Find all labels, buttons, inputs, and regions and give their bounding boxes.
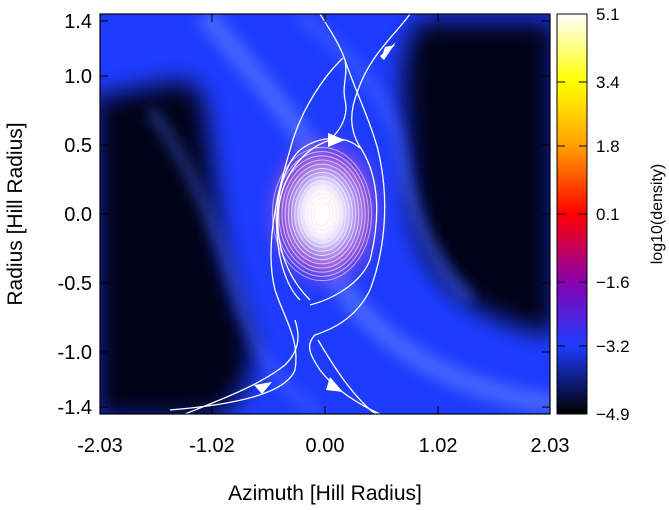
streamline-arrows — [254, 42, 396, 394]
colorbar: 5.1 3.4 1.8 0.1 −1.6 −3.2 −4.9 log10(density) — [556, 5, 666, 424]
x-tick-label: -2.03 — [77, 435, 123, 457]
colorbar-tick-label: −1.6 — [596, 273, 630, 292]
low-density-region-left — [100, 82, 253, 414]
density-contour-ring — [275, 151, 369, 277]
density-contour-ring — [303, 188, 341, 240]
density-contour-ring — [313, 201, 331, 227]
density-contour-ring — [297, 180, 347, 248]
x-axis-title: Azimuth [Hill Radius] — [228, 482, 422, 505]
arrow-lower-right — [326, 377, 343, 392]
streamline-separatrix-right — [308, 59, 386, 414]
x-axis: -2.03 -1.02 0.00 1.02 2.03 — [77, 14, 569, 457]
density-contour-ring — [307, 193, 337, 235]
y-tick-label: -1.0 — [58, 342, 92, 364]
streamline-lower-left — [184, 319, 299, 414]
colorbar-ticks: 5.1 3.4 1.8 0.1 −1.6 −3.2 −4.9 — [557, 5, 630, 424]
colorbar-tick-label: −4.9 — [596, 405, 630, 424]
colorbar-title: log10(density) — [649, 164, 666, 265]
density-heatmap — [100, 14, 550, 414]
density-contour-ring — [294, 176, 350, 252]
colorbar-tick-label: 5.1 — [596, 5, 620, 24]
y-tick-label: 1.4 — [64, 11, 92, 33]
density-contour-ring — [278, 155, 366, 273]
streamline-separatrix-left — [169, 57, 344, 411]
y-axis: 1.4 1.0 0.5 0.0 -0.5 -1.0 -1.4 — [58, 11, 550, 419]
arrow-horseshoe — [328, 133, 345, 147]
density-contour-ring — [284, 163, 360, 265]
colorbar-tick-label: 3.4 — [596, 73, 620, 92]
arrow-lower-left — [254, 382, 272, 394]
streamline-lower-right — [317, 339, 379, 414]
spiral-wake-lower-outer — [144, 105, 324, 414]
y-tick-label: 1.0 — [64, 66, 92, 88]
y-tick-label: -1.4 — [58, 397, 92, 419]
y-tick-label: 0.5 — [64, 135, 92, 157]
colorbar-tick-label: −3.2 — [596, 337, 630, 356]
y-axis-title: Radius [Hill Radius] — [4, 122, 27, 305]
density-contour-ring — [287, 167, 357, 261]
x-tick-label: 0.00 — [306, 435, 345, 457]
density-contours — [271, 146, 373, 282]
density-contour-ring — [281, 159, 363, 269]
density-contour-ring — [310, 197, 334, 231]
spiral-wake-upper-outer — [295, 14, 475, 305]
colorbar-tick-label: 1.8 — [596, 137, 620, 156]
arrow-upper-right-head — [380, 42, 396, 60]
density-contour-ring — [271, 146, 373, 282]
density-contour-ring — [300, 184, 344, 244]
streamline-upper-right — [309, 14, 411, 306]
colorbar-tick-label: 0.1 — [596, 205, 620, 224]
density-contour-ring — [291, 172, 353, 256]
y-tick-label: -0.5 — [58, 273, 92, 295]
x-tick-label: -1.02 — [189, 435, 235, 457]
x-tick-label: 1.02 — [419, 435, 458, 457]
y-tick-label: 0.0 — [64, 204, 92, 226]
x-tick-label: 2.03 — [531, 435, 570, 457]
